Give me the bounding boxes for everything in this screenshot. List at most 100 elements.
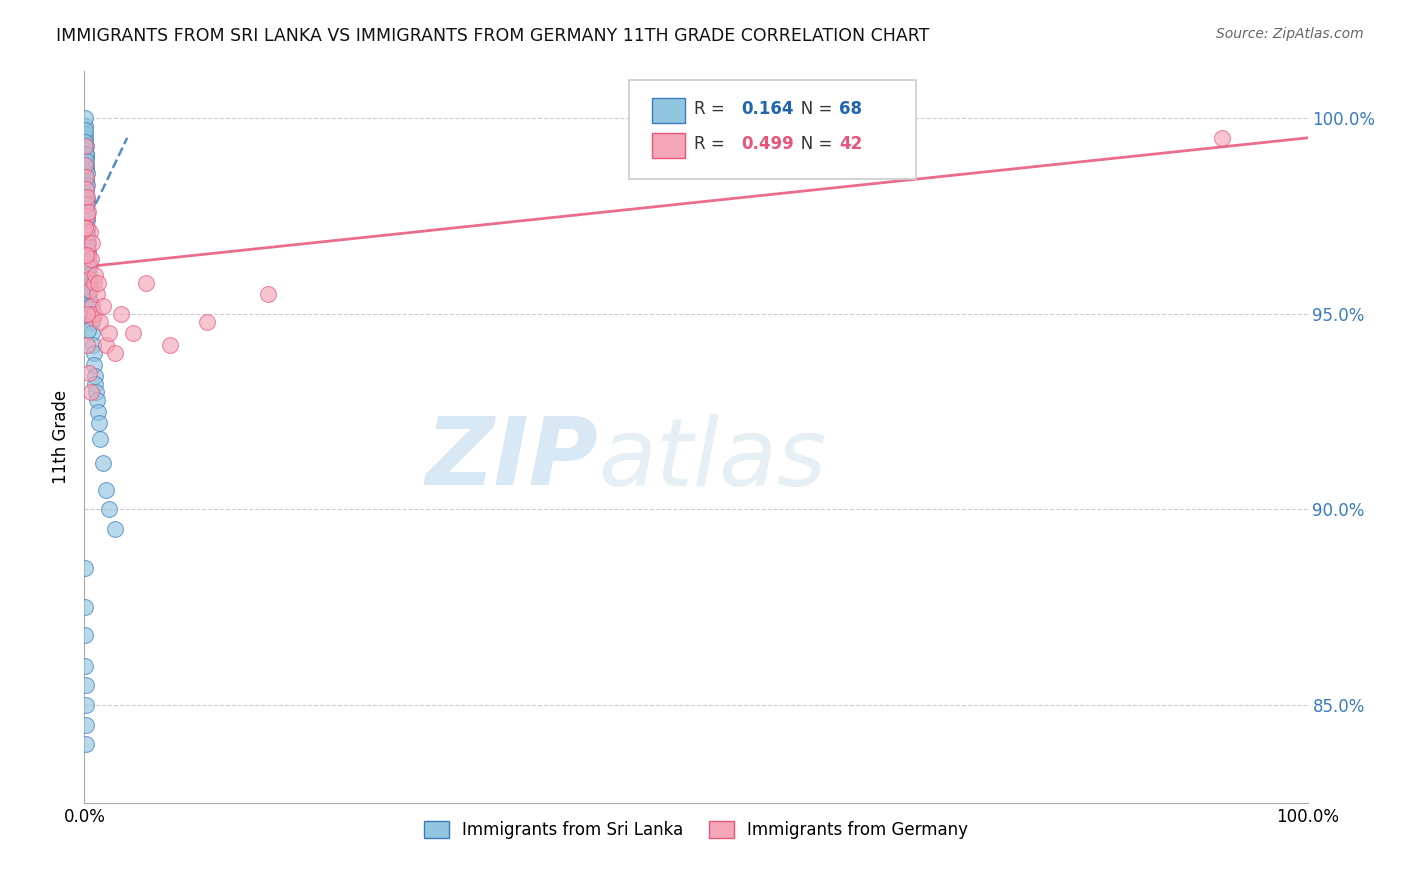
Point [77, 322, 100, 336]
Point [122, 326, 145, 341]
Point [76, 220, 98, 235]
Point [77, 366, 100, 380]
Point [75, 182, 97, 196]
Point [77, 260, 100, 274]
Point [83, 369, 105, 384]
Point [76, 209, 98, 223]
Point [75, 127, 97, 141]
Text: R =: R = [693, 135, 730, 153]
Point [75, 146, 97, 161]
Text: N =: N = [786, 101, 838, 119]
Text: 68: 68 [839, 101, 862, 119]
Point [75, 169, 97, 184]
Point [83, 346, 105, 360]
Point [82, 338, 104, 352]
Point [75, 698, 97, 712]
Point [75, 146, 97, 161]
Point [77, 260, 100, 274]
Point [75, 248, 97, 262]
Point [75, 189, 97, 203]
Point [135, 276, 157, 290]
Text: 0.499: 0.499 [741, 135, 794, 153]
Point [76, 240, 98, 254]
Point [76, 228, 98, 243]
Point [79, 225, 101, 239]
Point [75, 182, 97, 196]
Point [195, 315, 218, 329]
Point [104, 522, 127, 536]
Point [257, 287, 280, 301]
Point [87, 404, 110, 418]
Point [76, 220, 98, 235]
Point [84, 268, 107, 282]
Point [76, 205, 98, 219]
Point [76, 178, 98, 192]
Point [87, 276, 110, 290]
Point [76, 236, 98, 251]
Point [110, 307, 132, 321]
Point [97, 326, 120, 341]
Point [73, 131, 96, 145]
Text: 0.164: 0.164 [741, 101, 794, 119]
Point [73, 119, 96, 133]
Point [77, 244, 100, 259]
Point [159, 338, 181, 352]
Text: Source: ZipAtlas.com: Source: ZipAtlas.com [1216, 27, 1364, 41]
Point [79, 295, 101, 310]
Point [75, 220, 97, 235]
FancyBboxPatch shape [652, 98, 685, 123]
Point [86, 287, 108, 301]
Point [73, 561, 96, 575]
Text: 42: 42 [839, 135, 862, 153]
Point [76, 166, 98, 180]
Point [76, 307, 98, 321]
Point [80, 307, 103, 321]
Point [80, 252, 103, 266]
Point [75, 678, 97, 692]
Point [83, 276, 105, 290]
Point [96, 338, 118, 352]
Point [77, 271, 100, 285]
Point [83, 307, 105, 321]
Point [75, 197, 97, 211]
Point [73, 112, 96, 126]
Point [84, 377, 107, 392]
Point [77, 248, 100, 262]
Point [76, 194, 98, 208]
Point [75, 158, 97, 172]
Point [80, 299, 103, 313]
Point [75, 717, 97, 731]
Point [84, 385, 107, 400]
Point [80, 385, 103, 400]
Point [86, 392, 108, 407]
Point [87, 417, 110, 431]
Point [77, 279, 100, 293]
Point [75, 600, 97, 615]
Point [91, 299, 114, 313]
Text: N =: N = [786, 135, 838, 153]
Point [77, 268, 100, 282]
Point [79, 276, 101, 290]
Point [79, 287, 101, 301]
Point [76, 338, 98, 352]
Y-axis label: 11th Grade: 11th Grade [52, 390, 70, 484]
Text: IMMIGRANTS FROM SRI LANKA VS IMMIGRANTS FROM GERMANY 11TH GRADE CORRELATION CHAR: IMMIGRANTS FROM SRI LANKA VS IMMIGRANTS … [56, 27, 929, 45]
FancyBboxPatch shape [652, 133, 685, 158]
Point [76, 205, 98, 219]
Point [82, 310, 104, 325]
Point [76, 209, 98, 223]
Point [75, 138, 97, 153]
Point [91, 456, 114, 470]
Point [89, 432, 111, 446]
Point [83, 358, 105, 372]
Point [76, 284, 98, 298]
Point [77, 271, 100, 285]
Point [75, 169, 97, 184]
Point [75, 737, 97, 751]
Point [97, 502, 120, 516]
Text: ZIP: ZIP [425, 413, 598, 505]
Point [76, 236, 98, 251]
Point [75, 150, 97, 164]
Point [76, 197, 98, 211]
Point [104, 346, 127, 360]
